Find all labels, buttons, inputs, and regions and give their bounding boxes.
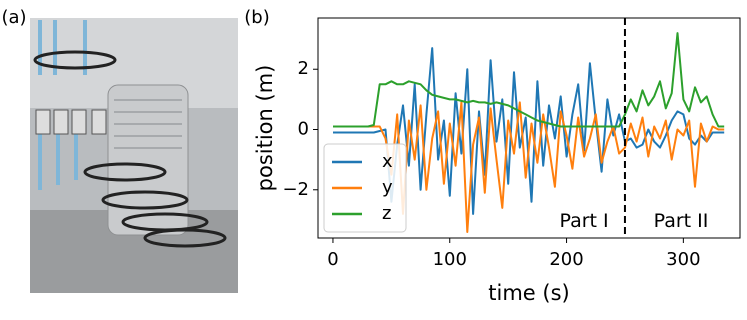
panel-label: (a) xyxy=(1,7,26,28)
x-tick-label: 100 xyxy=(433,249,467,270)
legend-label: x xyxy=(382,151,393,172)
legend-box xyxy=(323,143,407,233)
annotation: Part I xyxy=(559,210,608,232)
legend: xyz xyxy=(323,143,407,233)
x-tick-label: 200 xyxy=(549,249,583,270)
x-tick-label: 300 xyxy=(666,249,700,270)
plot-frame xyxy=(317,17,741,239)
y-tick-label: −2 xyxy=(282,179,309,200)
y-axis-label: position (m) xyxy=(253,65,277,192)
photo xyxy=(30,18,238,293)
x-axis-label: time (s) xyxy=(488,281,569,305)
x-tick-label: 0 xyxy=(327,249,338,270)
legend-label: z xyxy=(382,203,391,224)
series-line xyxy=(333,32,725,128)
legend-label: y xyxy=(382,177,393,198)
y-tick-label: 0 xyxy=(298,119,309,140)
panel-label: (b) xyxy=(244,7,269,28)
series-line xyxy=(333,101,725,233)
annotation: Part II xyxy=(654,210,709,232)
y-tick-label: 2 xyxy=(298,58,309,79)
